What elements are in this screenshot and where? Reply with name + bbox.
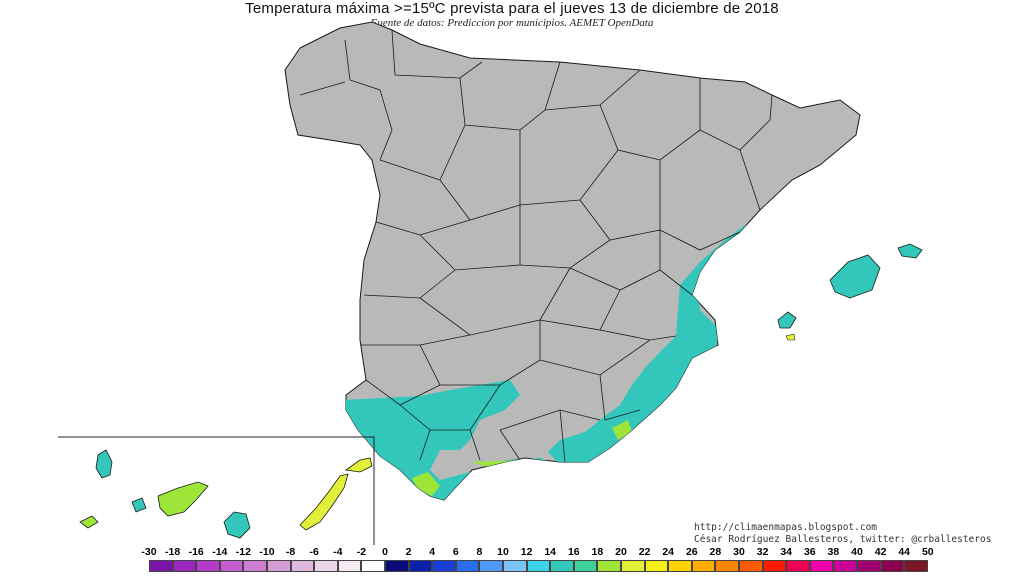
legend-swatch xyxy=(503,560,527,572)
warm-area-lime-coast xyxy=(470,460,560,470)
legend-swatch xyxy=(361,560,385,572)
island-menorca xyxy=(897,243,923,259)
warm-area-lime-east xyxy=(612,420,632,440)
legend-swatch xyxy=(880,560,905,572)
island-gran-canaria xyxy=(223,511,251,539)
legend-swatch xyxy=(219,560,244,572)
legend-tick: 20 xyxy=(615,546,627,558)
canary-inset-frame xyxy=(58,436,375,545)
legend-tick: 8 xyxy=(476,546,483,558)
legend-tick: 6 xyxy=(452,546,459,558)
legend-tick: 44 xyxy=(898,546,911,558)
map-title: Temperatura máxima >=15ºC prevista para … xyxy=(245,0,779,17)
legend-tick: 18 xyxy=(591,546,604,558)
island-lanzarote xyxy=(344,457,373,473)
legend-tick: 12 xyxy=(520,546,533,558)
legend-tick: 2 xyxy=(405,546,412,558)
legend-tick: 34 xyxy=(780,546,793,558)
island-formentera xyxy=(785,333,796,341)
legend-swatch xyxy=(432,560,456,572)
legend-swatch xyxy=(762,560,787,572)
map-subtitle: Fuente de datos: Prediccion por municipi… xyxy=(370,17,654,29)
province-borders xyxy=(299,29,773,463)
legend-tick: -6 xyxy=(309,546,319,558)
legend-swatch xyxy=(573,560,598,572)
temperature-legend: -30 -18 -16 -14 -12 -10 -8 -6 -4 -2 0 2 4 6 8 10 12 14 16 1… xyxy=(0,546,1024,576)
legend-tick: 0 xyxy=(382,546,388,558)
legend-tick: 16 xyxy=(567,546,580,558)
legend-tick: 26 xyxy=(685,546,698,558)
legend-tick: -18 xyxy=(165,546,181,558)
legend-tick: -12 xyxy=(235,546,251,558)
legend-tick: -30 xyxy=(141,546,157,558)
credits-block: http://climaenmapas.blogspot.com César R… xyxy=(694,522,991,546)
legend-swatch xyxy=(668,560,692,572)
legend-tick: -8 xyxy=(285,546,296,558)
legend-swatch xyxy=(833,560,857,572)
legend-swatch xyxy=(715,560,739,572)
legend-tick: -14 xyxy=(212,546,228,558)
warm-area-guadalquivir xyxy=(400,405,470,448)
island-fuerteventura xyxy=(299,473,349,531)
legend-swatch xyxy=(526,560,551,572)
island-tenerife xyxy=(157,481,209,517)
legend-swatch xyxy=(644,560,669,572)
credits-author: César Rodríguez Ballesteros, twitter: @c… xyxy=(694,534,992,545)
legend-tick: 22 xyxy=(638,546,651,558)
legend-tick: 24 xyxy=(662,546,675,558)
legend-swatch xyxy=(550,560,574,572)
island-ibiza xyxy=(777,311,797,329)
legend-tick: 38 xyxy=(827,546,840,558)
legend-swatch xyxy=(809,560,834,572)
island-la-palma xyxy=(95,449,113,479)
legend-tick: -16 xyxy=(188,546,204,558)
island-la-gomera xyxy=(131,497,147,513)
legend-swatch xyxy=(739,560,763,572)
credits-url: http://climaenmapas.blogspot.com xyxy=(694,522,878,533)
legend-swatch xyxy=(290,560,315,572)
legend-swatch xyxy=(149,560,173,572)
legend-tick: 36 xyxy=(803,546,816,558)
legend-swatch xyxy=(172,560,197,572)
spain-temperature-map xyxy=(58,21,923,545)
legend-tick: 30 xyxy=(733,546,745,558)
island-el-hierro xyxy=(79,515,99,529)
legend-tick: -4 xyxy=(333,546,343,558)
legend-tick: -2 xyxy=(356,546,367,558)
island-mallorca xyxy=(829,254,881,299)
legend-swatch xyxy=(314,560,338,572)
legend-swatch xyxy=(479,560,503,572)
legend-swatch xyxy=(857,560,881,572)
legend-tick: 42 xyxy=(874,546,887,558)
legend-swatch xyxy=(337,560,362,572)
legend-tick: 14 xyxy=(544,546,557,558)
legend-tick: 28 xyxy=(709,546,722,558)
legend-tick: -10 xyxy=(259,546,275,558)
legend-tick: 50 xyxy=(921,546,934,558)
legend-swatch xyxy=(691,560,716,572)
legend-swatch xyxy=(621,560,645,572)
legend-swatch xyxy=(243,560,267,572)
legend-swatch xyxy=(455,560,480,572)
legend-swatch xyxy=(597,560,621,572)
legend-swatch xyxy=(385,560,409,572)
legend-tick: 32 xyxy=(756,546,769,558)
legend-swatch xyxy=(904,560,928,572)
legend-swatch xyxy=(196,560,220,572)
legend-tick: 40 xyxy=(851,546,863,558)
legend-tick: 4 xyxy=(429,546,436,558)
legend-swatch xyxy=(786,560,810,572)
legend-tick: 10 xyxy=(497,546,509,558)
legend-swatch xyxy=(267,560,291,572)
canary-islands xyxy=(79,449,373,539)
legend-swatch xyxy=(408,560,433,572)
